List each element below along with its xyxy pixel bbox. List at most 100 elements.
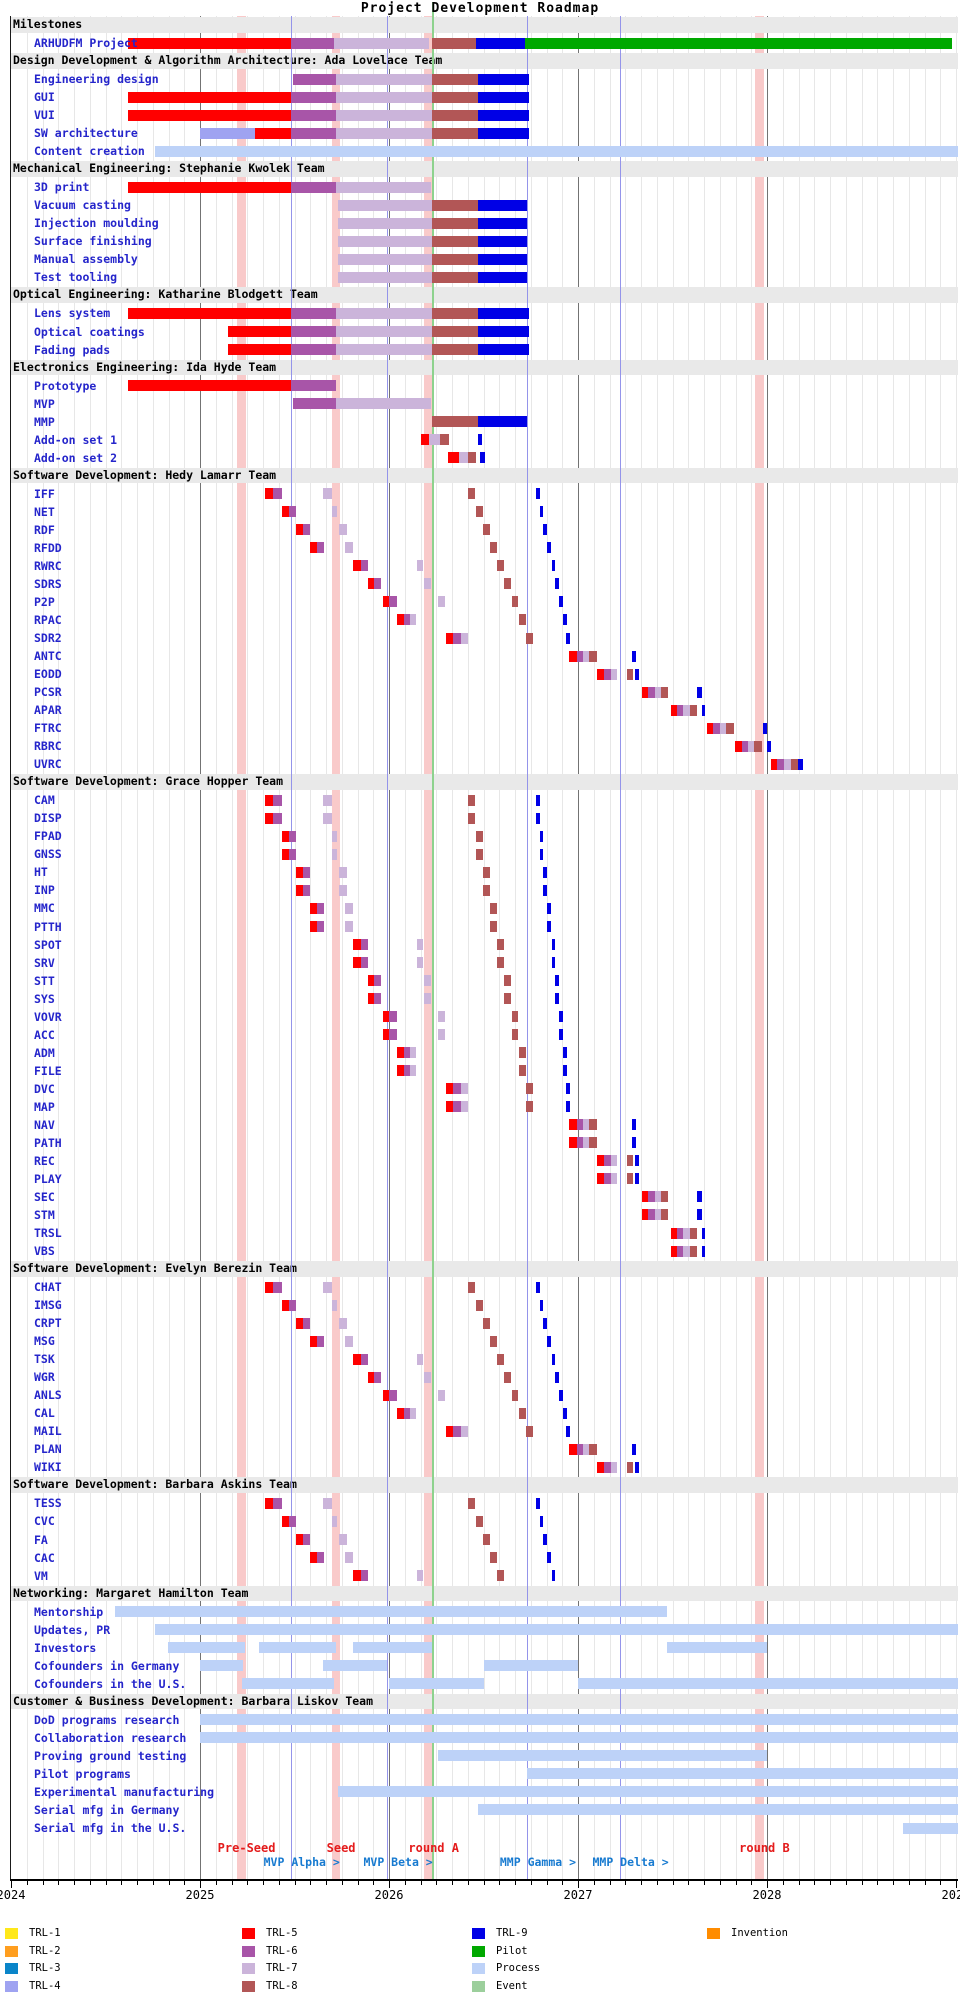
legend-swatch-t5 [242,1928,255,1939]
gantt-bar-t6 [289,1515,296,1527]
gantt-bar-t7 [784,758,791,770]
gantt-bar-t8 [503,1371,511,1383]
gantt-bar-t9 [540,506,544,518]
funding-round-band [424,16,433,1880]
gantt-bar-t7 [336,91,433,103]
gantt-bar-t6 [290,326,337,337]
gantt-bar-t5 [309,921,317,932]
gantt-bar-t5 [128,307,291,319]
gantt-bar-t5 [670,1245,678,1257]
axis-month-tick [893,1881,894,1885]
gantt-bar-t5 [309,1335,317,1347]
gantt-bar-t5 [642,1191,648,1203]
gantt-bar-t7 [748,740,754,752]
gantt-bar-t5 [282,848,289,860]
row-label: MVP [34,396,55,411]
gantt-bar-t7 [336,181,431,193]
gantt-bar-t8 [526,1101,533,1113]
legend-swatch-t4 [5,1980,18,1992]
gantt-bar-t6 [303,866,310,878]
gantt-bar-t5 [368,975,375,987]
legend-label: TRL-3 [29,1962,61,1974]
row-label: UVRC [34,757,62,772]
gantt-bar-t9 [543,884,547,896]
gantt-bar-t5 [296,884,303,896]
row-label: MMC [34,901,55,916]
gantt-bar-t5 [282,506,289,518]
gantt-bar-t5 [670,1227,678,1239]
row-label: Proving ground testing [34,1748,187,1763]
gantt-bar-t5 [254,127,291,139]
gantt-bar-t9 [635,1155,640,1167]
row-label: CAM [34,793,55,808]
gantt-bar-t6 [290,380,337,392]
month-gridline [735,16,737,1880]
gantt-bar-t7 [331,1299,338,1311]
gantt-bar-t7 [611,1155,617,1167]
gantt-bar-t7 [344,1552,354,1564]
gantt-bar-t7 [334,37,429,49]
month-gridline [877,16,879,1880]
gantt-bar-t9 [543,1317,547,1329]
gantt-bar-t5 [282,1515,289,1527]
gantt-bar-t8 [432,326,478,337]
gantt-bar-t5 [368,1371,375,1383]
gantt-bar-t5 [265,488,273,500]
month-gridline [105,16,107,1880]
axis-month-tick [310,1881,312,1885]
gantt-bar-t9 [543,866,547,878]
row-label: Experimental manufacturing [34,1784,215,1799]
gantt-bar-t6 [403,1047,410,1059]
section-header: Software Development: Barbara Askins Tea… [10,1477,958,1493]
year-gridline [767,16,768,1880]
row-label: PCSR [34,685,62,700]
month-gridline [278,16,280,1880]
gantt-bar-t6 [389,1029,397,1041]
gantt-bar-t6 [389,1011,397,1023]
gantt-bar-t9 [477,109,529,121]
gantt-bar-t8 [791,758,798,770]
gantt-bar-t5 [568,1137,578,1149]
row-label: Injection moulding [34,216,159,231]
gantt-bar-t9 [562,614,567,626]
gantt-bar-t7 [323,1497,332,1509]
axis-month-tick [231,1881,233,1885]
gantt-bar-t6 [389,1389,397,1401]
gantt-bar-t8 [690,1227,698,1239]
gantt-bar-t5 [128,109,291,121]
gantt-bar-t5 [309,542,317,554]
legend-swatch-ev [472,1980,485,1992]
row-label: INP [34,883,55,898]
row-label: Updates, PR [34,1622,111,1637]
gantt-bar-t5 [568,650,578,662]
axis-month-tick [656,1881,658,1885]
gantt-bar-t6 [647,1209,655,1221]
gantt-bar-t9 [540,830,544,842]
axis-year-label: 2024 [0,1888,26,1902]
gantt-bar-t6 [777,758,784,770]
month-gridline [546,16,548,1880]
gantt-bar-t5 [735,740,743,752]
month-gridline [625,16,627,1880]
section-header: Software Development: Evelyn Berezin Tea… [10,1261,958,1277]
milestone-line [526,16,528,1880]
gantt-bar-t7 [654,1191,661,1203]
gantt-bar-t5 [642,1209,648,1221]
gantt-bar-t7 [409,1407,417,1419]
gantt-bar-t9 [547,542,551,554]
legend-label: TRL-4 [29,1979,61,1992]
row-label: Add-on set 1 [34,432,118,447]
gantt-bar-t7 [611,668,617,680]
gantt-bar-t7 [336,127,433,139]
month-gridline [593,16,595,1880]
axis-month-tick [436,1881,438,1885]
gantt-bar-pr [483,1660,578,1672]
axis-month-tick [641,1881,642,1885]
gantt-bar-t5 [265,794,273,806]
section-header: Milestones [10,17,958,33]
row-label: RWRC [34,558,62,573]
row-label: VBS [34,1244,55,1259]
gantt-bar-t9 [565,632,570,644]
month-gridline [231,16,233,1880]
gantt-bar-t6 [604,1173,612,1185]
